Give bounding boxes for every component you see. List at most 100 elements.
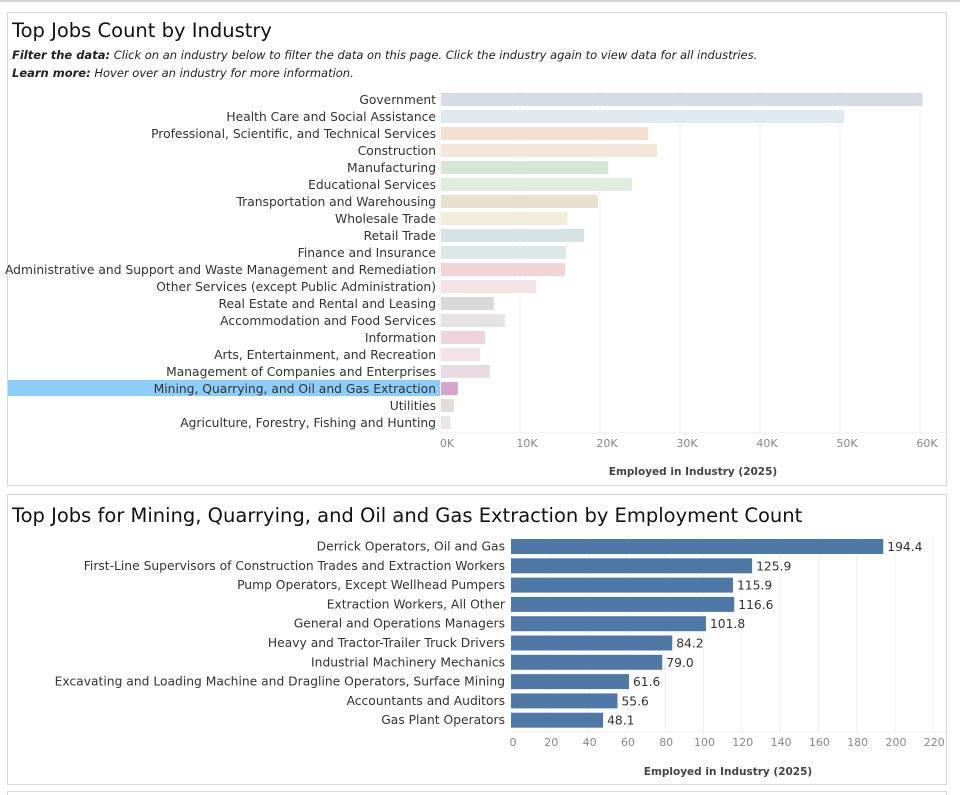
job-bar bbox=[511, 558, 753, 574]
x-tick-label: 20 bbox=[544, 736, 558, 749]
industry-bar[interactable] bbox=[441, 178, 633, 191]
industry-label[interactable]: Arts, Entertainment, and Recreation bbox=[214, 348, 436, 362]
industry-bar[interactable] bbox=[441, 331, 485, 344]
job-bar bbox=[511, 693, 618, 709]
job-label: Derrick Operators, Oil and Gas bbox=[317, 540, 505, 554]
panel-title: Top Jobs for Mining, Quarrying, and Oil … bbox=[12, 504, 803, 527]
data-label: 55.6 bbox=[621, 694, 649, 708]
industry-label[interactable]: Educational Services bbox=[308, 178, 436, 192]
x-tick-label: 40K bbox=[756, 437, 778, 450]
industry-label[interactable]: Wholesale Trade bbox=[335, 212, 436, 226]
job-bar bbox=[511, 674, 629, 690]
data-label: 48.1 bbox=[607, 714, 634, 728]
learn-label: Learn more: bbox=[12, 66, 91, 80]
industry-label[interactable]: Transportation and Warehousing bbox=[235, 195, 436, 209]
industry-bar[interactable] bbox=[441, 365, 490, 378]
data-label: 84.2 bbox=[676, 637, 703, 651]
job-bar bbox=[511, 616, 706, 632]
job-label: Extraction Workers, All Other bbox=[327, 597, 506, 611]
industry-label[interactable]: Accommodation and Food Services bbox=[220, 314, 436, 328]
x-tick-label: 120 bbox=[732, 736, 753, 749]
x-tick-label: 160 bbox=[809, 736, 830, 749]
x-tick-label: 0 bbox=[510, 736, 517, 749]
x-tick-label: 140 bbox=[771, 736, 792, 749]
x-axis-title: Employed in Industry (2025) bbox=[644, 766, 812, 778]
industry-bar[interactable] bbox=[441, 280, 537, 293]
industry-bar[interactable] bbox=[441, 161, 609, 174]
filter-label: Filter the data: bbox=[12, 48, 111, 62]
industry-bar[interactable] bbox=[441, 93, 923, 106]
industry-bar[interactable] bbox=[441, 382, 458, 395]
job-bar bbox=[511, 635, 673, 651]
job-label: Excavating and Loading Machine and Dragl… bbox=[55, 675, 505, 689]
industry-bar[interactable] bbox=[441, 314, 505, 327]
x-tick-label: 200 bbox=[886, 736, 907, 749]
job-label: General and Operations Managers bbox=[294, 617, 505, 631]
industry-label[interactable]: Retail Trade bbox=[364, 229, 436, 243]
job-bar bbox=[511, 654, 663, 670]
job-label: Heavy and Tractor-Trailer Truck Drivers bbox=[268, 636, 505, 650]
x-tick-label: 60K bbox=[916, 437, 938, 450]
industry-bar-chart[interactable]: 0K 10K 20K 30K 40K 50K 60K Government Health Car… bbox=[0, 0, 960, 490]
x-axis-title: Employed in Industry (2025) bbox=[609, 466, 777, 478]
industry-label[interactable]: Agriculture, Forestry, Fishing and Hunti… bbox=[180, 416, 436, 430]
learn-note: Learn more: Hover over an industry for m… bbox=[12, 66, 354, 80]
industry-bar[interactable] bbox=[441, 246, 566, 259]
data-label: 115.9 bbox=[737, 579, 772, 593]
industry-label[interactable]: Other Services (except Public Administra… bbox=[156, 280, 436, 294]
industry-label[interactable]: Real Estate and Rental and Leasing bbox=[218, 297, 436, 311]
industry-label[interactable]: Management of Companies and Enterprises bbox=[166, 365, 436, 379]
x-tick-label: 80 bbox=[659, 736, 673, 749]
industry-label[interactable]: Government bbox=[359, 93, 436, 107]
industry-bar[interactable] bbox=[441, 348, 481, 361]
job-label: Industrial Machinery Mechanics bbox=[311, 655, 505, 669]
top-divider bbox=[0, 0, 960, 2]
filter-text: Click on an industry below to filter the… bbox=[110, 48, 758, 62]
job-bar bbox=[511, 539, 884, 554]
industry-bar[interactable] bbox=[441, 263, 565, 276]
industry-bar[interactable] bbox=[441, 212, 568, 225]
job-bar bbox=[511, 577, 733, 593]
x-tick-label: 40 bbox=[583, 736, 597, 749]
data-label: 194.4 bbox=[887, 540, 922, 554]
job-label: First-Line Supervisors of Construction T… bbox=[84, 559, 505, 573]
filter-note: Filter the data: Click on an industry be… bbox=[12, 48, 757, 62]
industry-bar[interactable] bbox=[441, 127, 649, 140]
data-label: 116.6 bbox=[738, 598, 773, 612]
industry-label[interactable]: Professional, Scientific, and Technical … bbox=[151, 127, 436, 141]
job-bar bbox=[511, 712, 604, 728]
industry-bar[interactable] bbox=[441, 416, 451, 429]
industry-label[interactable]: Administrative and Support and Waste Man… bbox=[5, 263, 436, 277]
data-label: 125.9 bbox=[756, 559, 791, 573]
job-label: Accountants and Auditors bbox=[347, 694, 505, 708]
industry-bar[interactable] bbox=[441, 195, 598, 208]
x-tick-label: 180 bbox=[847, 736, 868, 749]
job-bar bbox=[511, 596, 735, 612]
industry-bar[interactable] bbox=[441, 297, 494, 310]
industry-label[interactable]: Manufacturing bbox=[347, 161, 436, 175]
data-label: 79.0 bbox=[666, 656, 693, 670]
highlight-row[interactable] bbox=[8, 380, 440, 396]
panel-title: Top Jobs Count by Industry bbox=[12, 19, 272, 42]
x-tick-label: 0K bbox=[440, 437, 455, 450]
x-tick-label: 10K bbox=[516, 437, 538, 450]
industry-bar[interactable] bbox=[441, 229, 585, 242]
industry-bar[interactable] bbox=[441, 110, 845, 123]
x-tick-label: 100 bbox=[694, 736, 715, 749]
industry-bar[interactable] bbox=[441, 399, 454, 412]
industry-label[interactable]: Information bbox=[365, 331, 436, 345]
job-label: Gas Plant Operators bbox=[381, 713, 505, 727]
industry-label[interactable]: Finance and Insurance bbox=[298, 246, 436, 260]
industry-label[interactable]: Mining, Quarrying, and Oil and Gas Extra… bbox=[154, 382, 436, 396]
industry-label[interactable]: Construction bbox=[358, 144, 436, 158]
x-tick-label: 220 bbox=[924, 736, 945, 749]
industry-label[interactable]: Health Care and Social Assistance bbox=[226, 110, 436, 124]
next-panel-edge bbox=[7, 791, 947, 795]
data-label: 61.6 bbox=[633, 675, 661, 689]
x-tick-label: 60 bbox=[621, 736, 635, 749]
industry-bar[interactable] bbox=[441, 144, 657, 157]
industry-label[interactable]: Utilities bbox=[390, 399, 436, 413]
x-tick-label: 20K bbox=[596, 437, 618, 450]
learn-text: Hover over an industry for more informat… bbox=[90, 66, 354, 80]
